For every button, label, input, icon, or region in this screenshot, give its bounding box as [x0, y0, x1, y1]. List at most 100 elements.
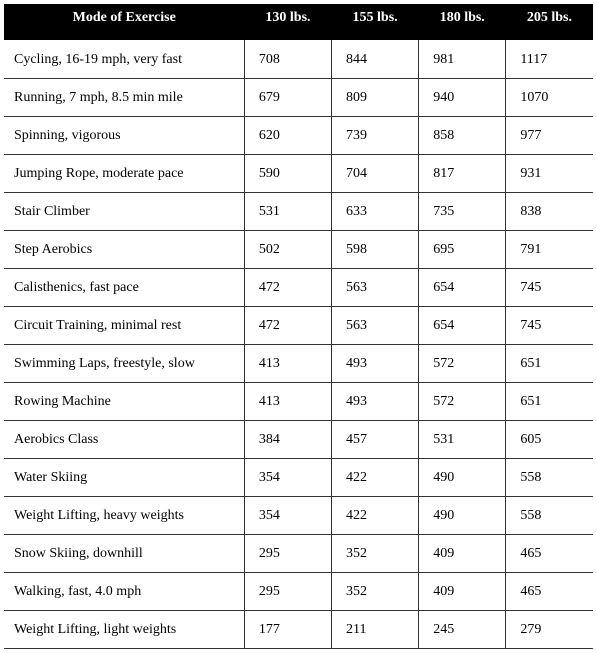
value-cell: 502	[244, 230, 331, 268]
value-cell: 413	[244, 382, 331, 420]
value-cell: 704	[332, 154, 419, 192]
value-cell: 745	[506, 306, 593, 344]
value-cell: 651	[506, 382, 593, 420]
value-cell: 1070	[506, 78, 593, 116]
table-row: Stair Climber531633735838	[4, 192, 593, 230]
exercise-cell: Running, 7 mph, 8.5 min mile	[4, 78, 244, 116]
value-cell: 598	[332, 230, 419, 268]
exercise-cell: Swimming Laps, freestyle, slow	[4, 344, 244, 382]
exercise-cell: Circuit Training, minimal rest	[4, 306, 244, 344]
value-cell: 809	[332, 78, 419, 116]
value-cell: 558	[506, 458, 593, 496]
value-cell: 563	[332, 306, 419, 344]
value-cell: 563	[332, 268, 419, 306]
table-row: Circuit Training, minimal rest4725636547…	[4, 306, 593, 344]
value-cell: 295	[244, 572, 331, 610]
exercise-cell: Spinning, vigorous	[4, 116, 244, 154]
value-cell: 531	[244, 192, 331, 230]
table-header-row: Mode of Exercise 130 lbs. 155 lbs. 180 l…	[4, 4, 593, 40]
value-cell: 739	[332, 116, 419, 154]
column-header-130: 130 lbs.	[244, 4, 331, 40]
value-cell: 457	[332, 420, 419, 458]
exercise-cell: Calisthenics, fast pace	[4, 268, 244, 306]
value-cell: 931	[506, 154, 593, 192]
value-cell: 844	[332, 40, 419, 78]
value-cell: 620	[244, 116, 331, 154]
exercise-cell: Water Skiing	[4, 458, 244, 496]
value-cell: 633	[332, 192, 419, 230]
value-cell: 679	[244, 78, 331, 116]
value-cell: 695	[419, 230, 506, 268]
value-cell: 558	[506, 496, 593, 534]
table-row: Running, 7 mph, 8.5 min mile679809940107…	[4, 78, 593, 116]
exercise-cell: Jumping Rope, moderate pace	[4, 154, 244, 192]
exercise-cell: Stair Climber	[4, 192, 244, 230]
value-cell: 295	[244, 534, 331, 572]
value-cell: 409	[419, 534, 506, 572]
column-header-exercise: Mode of Exercise	[4, 4, 244, 40]
value-cell: 352	[332, 534, 419, 572]
table-row: Weight Lifting, heavy weights35442249055…	[4, 496, 593, 534]
value-cell: 472	[244, 268, 331, 306]
value-cell: 245	[419, 610, 506, 648]
column-header-205: 205 lbs.	[506, 4, 593, 40]
value-cell: 490	[419, 496, 506, 534]
column-header-155: 155 lbs.	[332, 4, 419, 40]
value-cell: 384	[244, 420, 331, 458]
value-cell: 465	[506, 572, 593, 610]
value-cell: 858	[419, 116, 506, 154]
table-row: Swimming Laps, freestyle, slow4134935726…	[4, 344, 593, 382]
value-cell: 708	[244, 40, 331, 78]
exercise-cell: Walking, fast, 4.0 mph	[4, 572, 244, 610]
value-cell: 422	[332, 496, 419, 534]
value-cell: 590	[244, 154, 331, 192]
column-header-180: 180 lbs.	[419, 4, 506, 40]
value-cell: 279	[506, 610, 593, 648]
value-cell: 211	[332, 610, 419, 648]
table-body: Cycling, 16-19 mph, very fast70884498111…	[4, 40, 593, 648]
value-cell: 654	[419, 268, 506, 306]
exercise-cell: Aerobics Class	[4, 420, 244, 458]
table-row: Water Skiing354422490558	[4, 458, 593, 496]
value-cell: 531	[419, 420, 506, 458]
value-cell: 940	[419, 78, 506, 116]
exercise-cell: Snow Skiing, downhill	[4, 534, 244, 572]
value-cell: 1117	[506, 40, 593, 78]
value-cell: 409	[419, 572, 506, 610]
value-cell: 413	[244, 344, 331, 382]
value-cell: 977	[506, 116, 593, 154]
table-row: Jumping Rope, moderate pace590704817931	[4, 154, 593, 192]
table-row: Aerobics Class384457531605	[4, 420, 593, 458]
value-cell: 605	[506, 420, 593, 458]
value-cell: 490	[419, 458, 506, 496]
value-cell: 572	[419, 344, 506, 382]
table-row: Walking, fast, 4.0 mph295352409465	[4, 572, 593, 610]
value-cell: 735	[419, 192, 506, 230]
value-cell: 651	[506, 344, 593, 382]
value-cell: 465	[506, 534, 593, 572]
exercise-cell: Weight Lifting, heavy weights	[4, 496, 244, 534]
table-row: Cycling, 16-19 mph, very fast70884498111…	[4, 40, 593, 78]
value-cell: 493	[332, 382, 419, 420]
table-row: Calisthenics, fast pace472563654745	[4, 268, 593, 306]
value-cell: 981	[419, 40, 506, 78]
table-row: Step Aerobics502598695791	[4, 230, 593, 268]
table-row: Snow Skiing, downhill295352409465	[4, 534, 593, 572]
exercise-cell: Rowing Machine	[4, 382, 244, 420]
exercise-cell: Weight Lifting, light weights	[4, 610, 244, 648]
value-cell: 177	[244, 610, 331, 648]
value-cell: 745	[506, 268, 593, 306]
value-cell: 654	[419, 306, 506, 344]
value-cell: 472	[244, 306, 331, 344]
value-cell: 354	[244, 496, 331, 534]
exercise-cell: Step Aerobics	[4, 230, 244, 268]
value-cell: 422	[332, 458, 419, 496]
exercise-calorie-table: Mode of Exercise 130 lbs. 155 lbs. 180 l…	[4, 4, 593, 649]
value-cell: 838	[506, 192, 593, 230]
value-cell: 817	[419, 154, 506, 192]
table-row: Rowing Machine413493572651	[4, 382, 593, 420]
table-row: Weight Lifting, light weights17721124527…	[4, 610, 593, 648]
table-row: Spinning, vigorous620739858977	[4, 116, 593, 154]
value-cell: 352	[332, 572, 419, 610]
value-cell: 354	[244, 458, 331, 496]
